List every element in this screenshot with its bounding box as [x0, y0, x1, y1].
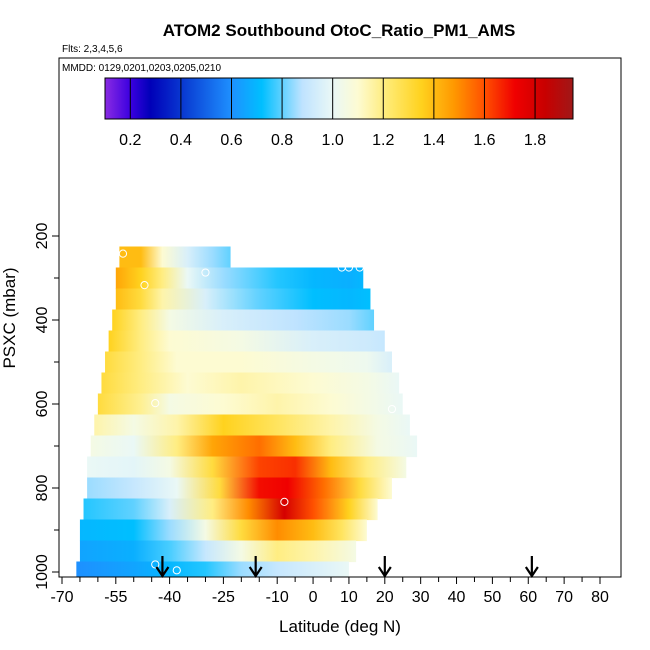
sample-marker [65, 556, 74, 565]
x-tick-label: 80 [591, 589, 609, 606]
sample-marker [140, 281, 149, 290]
flights-label: Flts: 2,3,4,5,6 [62, 44, 123, 55]
sample-marker [151, 399, 160, 408]
x-tick-label: 50 [484, 589, 502, 606]
colorbar-tick-label: 0.8 [271, 132, 293, 149]
x-tick-label: 10 [340, 589, 358, 606]
y-tick-label: 600 [34, 391, 51, 418]
x-tick-label: 40 [448, 589, 466, 606]
colorbar-tick-label: 0.2 [119, 132, 141, 149]
x-tick-label: -55 [104, 589, 127, 606]
y-tick-label: 200 [34, 223, 51, 250]
flight-arrow-head [248, 566, 263, 578]
colorbar-tick-label: 1.2 [372, 132, 394, 149]
sample-marker [387, 404, 397, 414]
y-tick-label: 1000 [34, 554, 51, 590]
x-tick-label: -70 [50, 589, 73, 606]
sample-marker [280, 497, 289, 506]
heatmap-row [87, 456, 407, 479]
flight-arrows [155, 556, 539, 578]
x-axis: -70 -55 -40 -25 -10 0 10 20 30 40 50 60 70 80 [50, 577, 609, 606]
plot-frame [58, 57, 622, 578]
chart-title: ATOM2 Southbound OtoC_Ratio_PM1_AMS [163, 21, 516, 40]
heatmap-row [76, 561, 349, 577]
colorbar-lines [104, 77, 574, 120]
colorbar-tick-label: 0.6 [220, 132, 242, 149]
colorbar-tick-label: 0.4 [170, 132, 192, 149]
colorbar-tick-label: 1.6 [473, 132, 495, 149]
heatmap-row [108, 330, 385, 353]
x-tick-label: -40 [158, 589, 181, 606]
heatmap-row [87, 477, 392, 500]
colorbar-tick-label: 1.8 [524, 132, 546, 149]
heatmap-row [101, 372, 400, 395]
sample-markers [65, 249, 397, 575]
flight-arrow-head [524, 566, 539, 578]
x-tick-label: 60 [519, 589, 537, 606]
sample-marker [201, 268, 210, 277]
heatmap-row [115, 288, 371, 311]
colorbar-tick-label: 1.0 [322, 132, 344, 149]
y-axis-label: PSXC (mbar) [0, 267, 19, 368]
y-tick-label: 800 [34, 475, 51, 502]
x-tick-label: -10 [266, 589, 289, 606]
colorbar [105, 78, 573, 119]
dates-label: MMDD: 0129,0201,0203,0205,0210 [62, 63, 221, 74]
y-axis: 200 400 600 800 1000 [34, 223, 59, 590]
x-axis-label: Latitude (deg N) [279, 617, 401, 636]
x-tick-label: 0 [309, 589, 318, 606]
heatmap-row [119, 246, 231, 269]
sample-marker [118, 249, 128, 258]
x-tick-label: 30 [412, 589, 430, 606]
heatmap [76, 246, 418, 577]
y-tick-label: 400 [34, 307, 51, 334]
heatmap-row [105, 351, 392, 374]
heatmap-row [97, 393, 403, 416]
colorbar-frame [104, 77, 574, 120]
flight-arrow-head [377, 566, 392, 578]
x-tick-label: 70 [555, 589, 573, 606]
sample-marker [344, 263, 354, 272]
x-tick-label: 20 [376, 589, 394, 606]
heatmap-row [79, 540, 357, 563]
flight-arrow-head [155, 566, 170, 578]
heatmap-row [115, 267, 364, 290]
heatmap-row [112, 309, 375, 332]
heatmap-row [83, 498, 378, 521]
heatmap-row [79, 519, 367, 542]
colorbar-ticks: 0.2 0.4 0.6 0.8 1.0 1.2 1.4 1.6 1.8 [119, 132, 546, 149]
colorbar-tick-label: 1.4 [423, 132, 445, 149]
sample-marker [172, 566, 181, 575]
heatmap-row [94, 414, 410, 437]
x-tick-label: -25 [212, 589, 235, 606]
sample-marker [151, 560, 160, 569]
sample-marker [355, 263, 364, 272]
heatmap-row [90, 435, 418, 458]
